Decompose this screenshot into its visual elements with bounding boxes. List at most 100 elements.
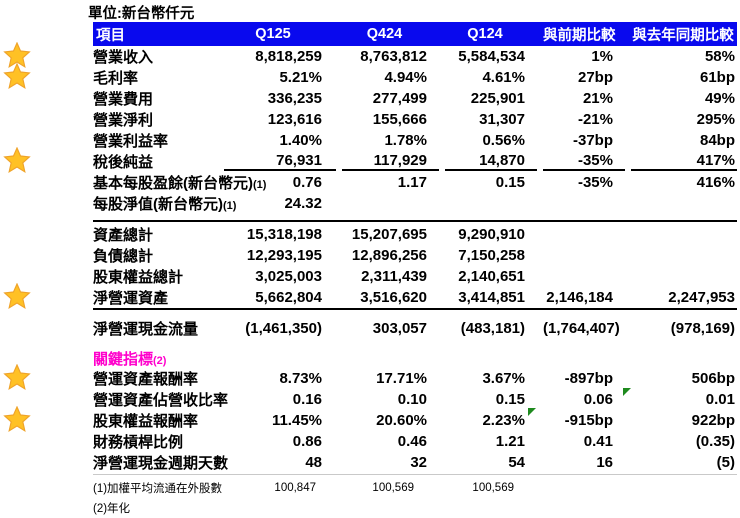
cell-value: 15,207,695 [351,226,427,243]
cell-q424: 303,057 [342,320,439,337]
cell-value: 15,318,198 [246,226,322,243]
cell-vs-prev-period: -897bp [543,370,625,387]
cell-value: 20.60% [376,412,427,429]
cell-q124: 9,290,910 [445,226,537,243]
row-label-cell: 營業利益率 [93,130,218,151]
header-cell-q424: Q424 [366,26,403,42]
cell-q424: 1.78% [342,132,439,149]
cell-vs-year-ago: 506bp [631,370,737,387]
cell-value: 303,057 [372,320,427,337]
row-label: 營業利益率 [93,133,169,150]
cell-value: 8,818,259 [255,48,322,65]
cell-q124: 0.56% [445,132,537,149]
row-label-cell: 營業淨利 [93,109,218,130]
row-label-cell: 淨營運現金流量 [93,318,218,339]
cell-value: 31,307 [479,111,525,128]
row-label-cell: 毛利率 [3,63,218,90]
cell-vs-year-ago: 922bp [631,412,737,429]
cell-vs-year-ago: (0.35) [631,433,737,450]
row-label: 基本每股盈餘(新台幣元) [93,175,253,192]
cell-q124: 5,584,534 [445,48,537,65]
cell-vs-prev-period: 21% [543,90,625,107]
cell-q124: 3.67% [445,370,537,387]
cell-value: 0.16 [292,391,322,408]
row-label-cell: 營運資產報酬率 [3,364,218,391]
cell-vs-prev-period: 2,146,184 [543,289,625,306]
cell-vs-year-ago: 417% [631,152,737,171]
cell-value: 922bp [691,412,735,429]
cell-q124: 31,307 [445,111,537,128]
cell-q424: 32 [342,454,439,471]
row-label: 每股淨值(新台幣元) [93,196,223,213]
cell-q125: 12,293,195 [224,247,336,264]
cell-value: 5,662,804 [255,289,322,306]
section-key-metrics: 關鍵指標(2) 營運資產報酬率 8.73% 17.71% 3.67% -897bp 506b… [3,348,737,475]
footnote-marker: (1) [223,200,237,212]
cell-vs-prev-period: -37bp [543,132,625,149]
cell-value: 9,290,910 [458,226,525,243]
section-footnotes: (1)加權平均流通在外股數 100,847 100,569 100,569 (2)年化 [93,478,737,518]
cell-q125: 336,235 [224,90,336,107]
cell-vs-year-ago: 0.01 [631,391,737,408]
cell-vs-prev-period: 1% [543,48,625,65]
cell-vs-prev-period: -35% [543,152,625,171]
table-row: 負債總計 12,293,195 12,896,256 7,150,258 [93,245,737,266]
cell-value: 84bp [699,132,735,149]
table-row: 股東權益報酬率 11.45% 20.60% 2.23% -915bp 922bp [3,406,737,433]
cell-q124: 0.15 [445,391,537,408]
row-label: 股東權益報酬率 [93,413,199,430]
cell-q125: 5.21% [224,69,336,86]
cell-value: 27bp [577,69,613,86]
star-icon [3,283,31,310]
table-row: 營運資產佔營收比率 0.16 0.10 0.15 0.06 0.01 [93,388,737,410]
cell-value: 0.56% [482,132,525,149]
row-label: 財務槓桿比例 [93,434,184,451]
table-body: 營業收入 8,818,259 8,763,812 5,584,534 1% 58% 毛利率 5… [3,42,737,518]
table-header-row: 項目 Q125 Q424 Q124 與前期比較 與去年同期比較 [93,22,737,46]
row-label: 淨營運現金流量 [93,321,199,338]
cell-value: 0.10 [397,391,427,408]
row-label-cell: 淨營運資產 [3,283,218,310]
row-label-cell: 財務槓桿比例 [93,431,218,452]
financial-table: 項目 Q125 Q424 Q124 與前期比較 與去年同期比較 營業收入 8,81… [3,22,737,518]
row-label: 稅後純益 [93,154,154,171]
cell-value: 0.15 [495,174,525,191]
cell-q124: 14,870 [445,152,537,171]
header-cell-item: 項目 [96,27,125,44]
cell-value: 5.21% [279,69,322,86]
cell-q424: 12,896,256 [342,247,439,264]
cell-q424: 1.17 [342,174,439,191]
cell-vs-year-ago: 49% [631,90,737,107]
table-row: 股東權益總計 3,025,003 2,311,439 2,140,651 [93,266,737,287]
cell-q125: 123,616 [224,111,336,128]
row-label-cell: 關鍵指標(2) [93,348,218,369]
cell-value: 100,569 [372,482,414,494]
cell-vs-prev-period: -21% [543,111,625,128]
cell-value: 1.78% [384,132,427,149]
row-label: 營運資產報酬率 [93,371,199,388]
cell-q125: 76,931 [224,152,336,171]
cell-vs-year-ago: 2,247,953 [631,289,737,306]
cell-value: 277,499 [372,90,427,107]
header-cell-q125: Q125 [255,26,291,42]
row-label-cell: 股東權益總計 [93,266,218,287]
cell-value: 48 [305,454,322,471]
cell-value: 12,896,256 [351,247,427,264]
cell-value: 0.15 [495,391,525,408]
cell-vs-year-ago: 58% [631,48,737,65]
cell-value: 3.67% [482,370,525,387]
row-label-cell: 每股淨值(新台幣元)(1) [93,193,236,214]
table-row: 毛利率 5.21% 4.94% 4.61% 27bp 61bp [3,63,737,90]
cell-vs-year-ago: 84bp [631,132,737,149]
cell-q125: 15,318,198 [224,226,336,243]
cell-value: (0.35) [695,433,735,450]
table-row: 營業費用 336,235 277,499 225,901 21% 49% [93,88,737,109]
cell-value: 61bp [699,69,735,86]
table-row: 每股淨值(新台幣元)(1) 24.32 [93,193,737,214]
cell-q125: 0.76 [224,174,336,191]
table-row: 基本每股盈餘(新台幣元)(1) 0.76 1.17 0.15 -35% 416% [93,172,737,193]
cell-value: -35% [577,152,613,169]
cell-value: 0.46 [397,433,427,450]
cell-value: 506bp [691,370,735,387]
star-icon [3,406,31,433]
